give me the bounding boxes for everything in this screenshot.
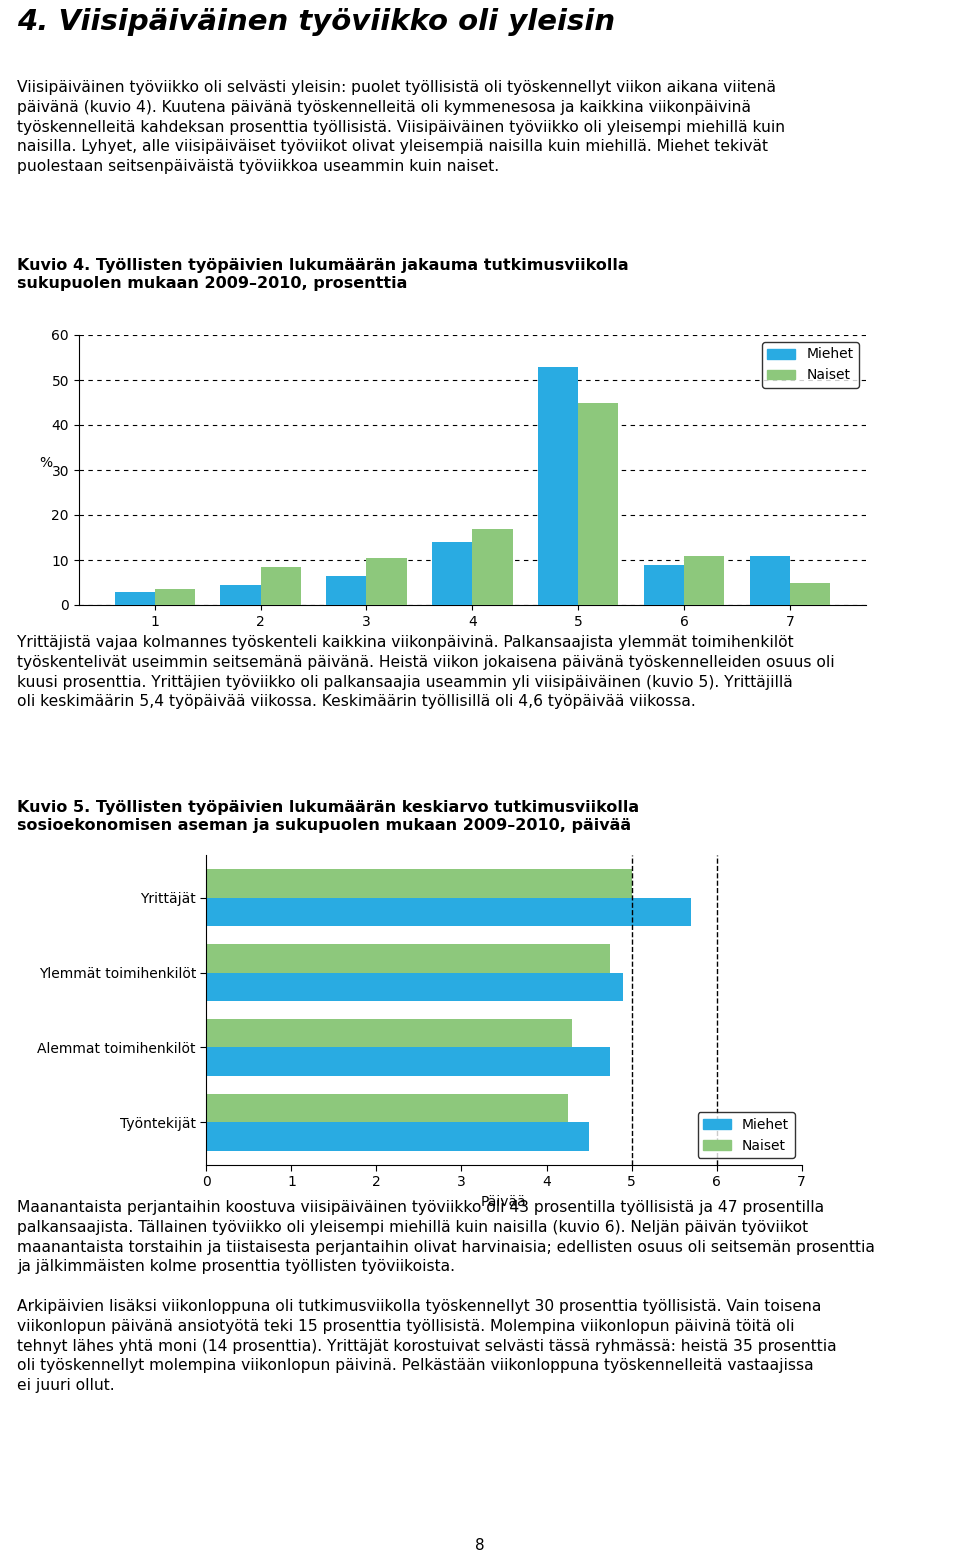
Bar <box>644 565 684 606</box>
Text: Viisipäiväinen työviikko oli selvästi yleisin: puolet työllisistä oli työskennel: Viisipäiväinen työviikko oli selvästi yl… <box>17 80 785 174</box>
Bar <box>206 1047 611 1077</box>
Bar <box>206 898 691 926</box>
Bar <box>684 556 724 606</box>
Bar <box>750 556 790 606</box>
Bar <box>472 529 513 606</box>
Bar <box>578 402 618 606</box>
Bar <box>206 869 632 898</box>
Bar <box>206 1122 589 1150</box>
Bar <box>206 944 611 972</box>
Bar <box>432 541 472 606</box>
Legend: Miehet, Naiset: Miehet, Naiset <box>762 341 859 388</box>
X-axis label: Päivää: Päivää <box>481 1196 527 1210</box>
Bar <box>790 582 830 606</box>
Bar <box>206 1094 567 1122</box>
Bar <box>326 576 367 606</box>
Text: Kuvio 5. Työllisten työpäivien lukumäärän keskiarvo tutkimusviikolla: Kuvio 5. Työllisten työpäivien lukumäärä… <box>17 800 639 815</box>
Y-axis label: %: % <box>39 455 53 470</box>
Text: Maanantaista perjantaihin koostuva viisipäiväinen työviikko oli 43 prosentilla t: Maanantaista perjantaihin koostuva viisi… <box>17 1200 876 1393</box>
Bar <box>155 590 195 606</box>
Legend: Miehet, Naiset: Miehet, Naiset <box>698 1113 795 1158</box>
Text: sosioekonomisen aseman ja sukupuolen mukaan 2009–2010, päivää: sosioekonomisen aseman ja sukupuolen muk… <box>17 818 632 833</box>
Bar <box>114 592 155 606</box>
Text: 8: 8 <box>475 1538 485 1552</box>
Bar <box>221 585 260 606</box>
Text: Kuvio 4. Työllisten työpäivien lukumäärän jakauma tutkimusviikolla: Kuvio 4. Työllisten työpäivien lukumäärä… <box>17 258 629 272</box>
Bar <box>367 557 407 606</box>
Bar <box>206 1019 572 1047</box>
Text: 4. Viisipäiväinen työviikko oli yleisin: 4. Viisipäiväinen työviikko oli yleisin <box>17 8 615 36</box>
Bar <box>538 366 578 606</box>
Bar <box>206 972 623 1002</box>
Text: Yrittäjistä vajaa kolmannes työskenteli kaikkina viikonpäivinä. Palkansaajista y: Yrittäjistä vajaa kolmannes työskenteli … <box>17 635 835 709</box>
Bar <box>260 567 300 606</box>
Text: sukupuolen mukaan 2009–2010, prosenttia: sukupuolen mukaan 2009–2010, prosenttia <box>17 275 408 291</box>
